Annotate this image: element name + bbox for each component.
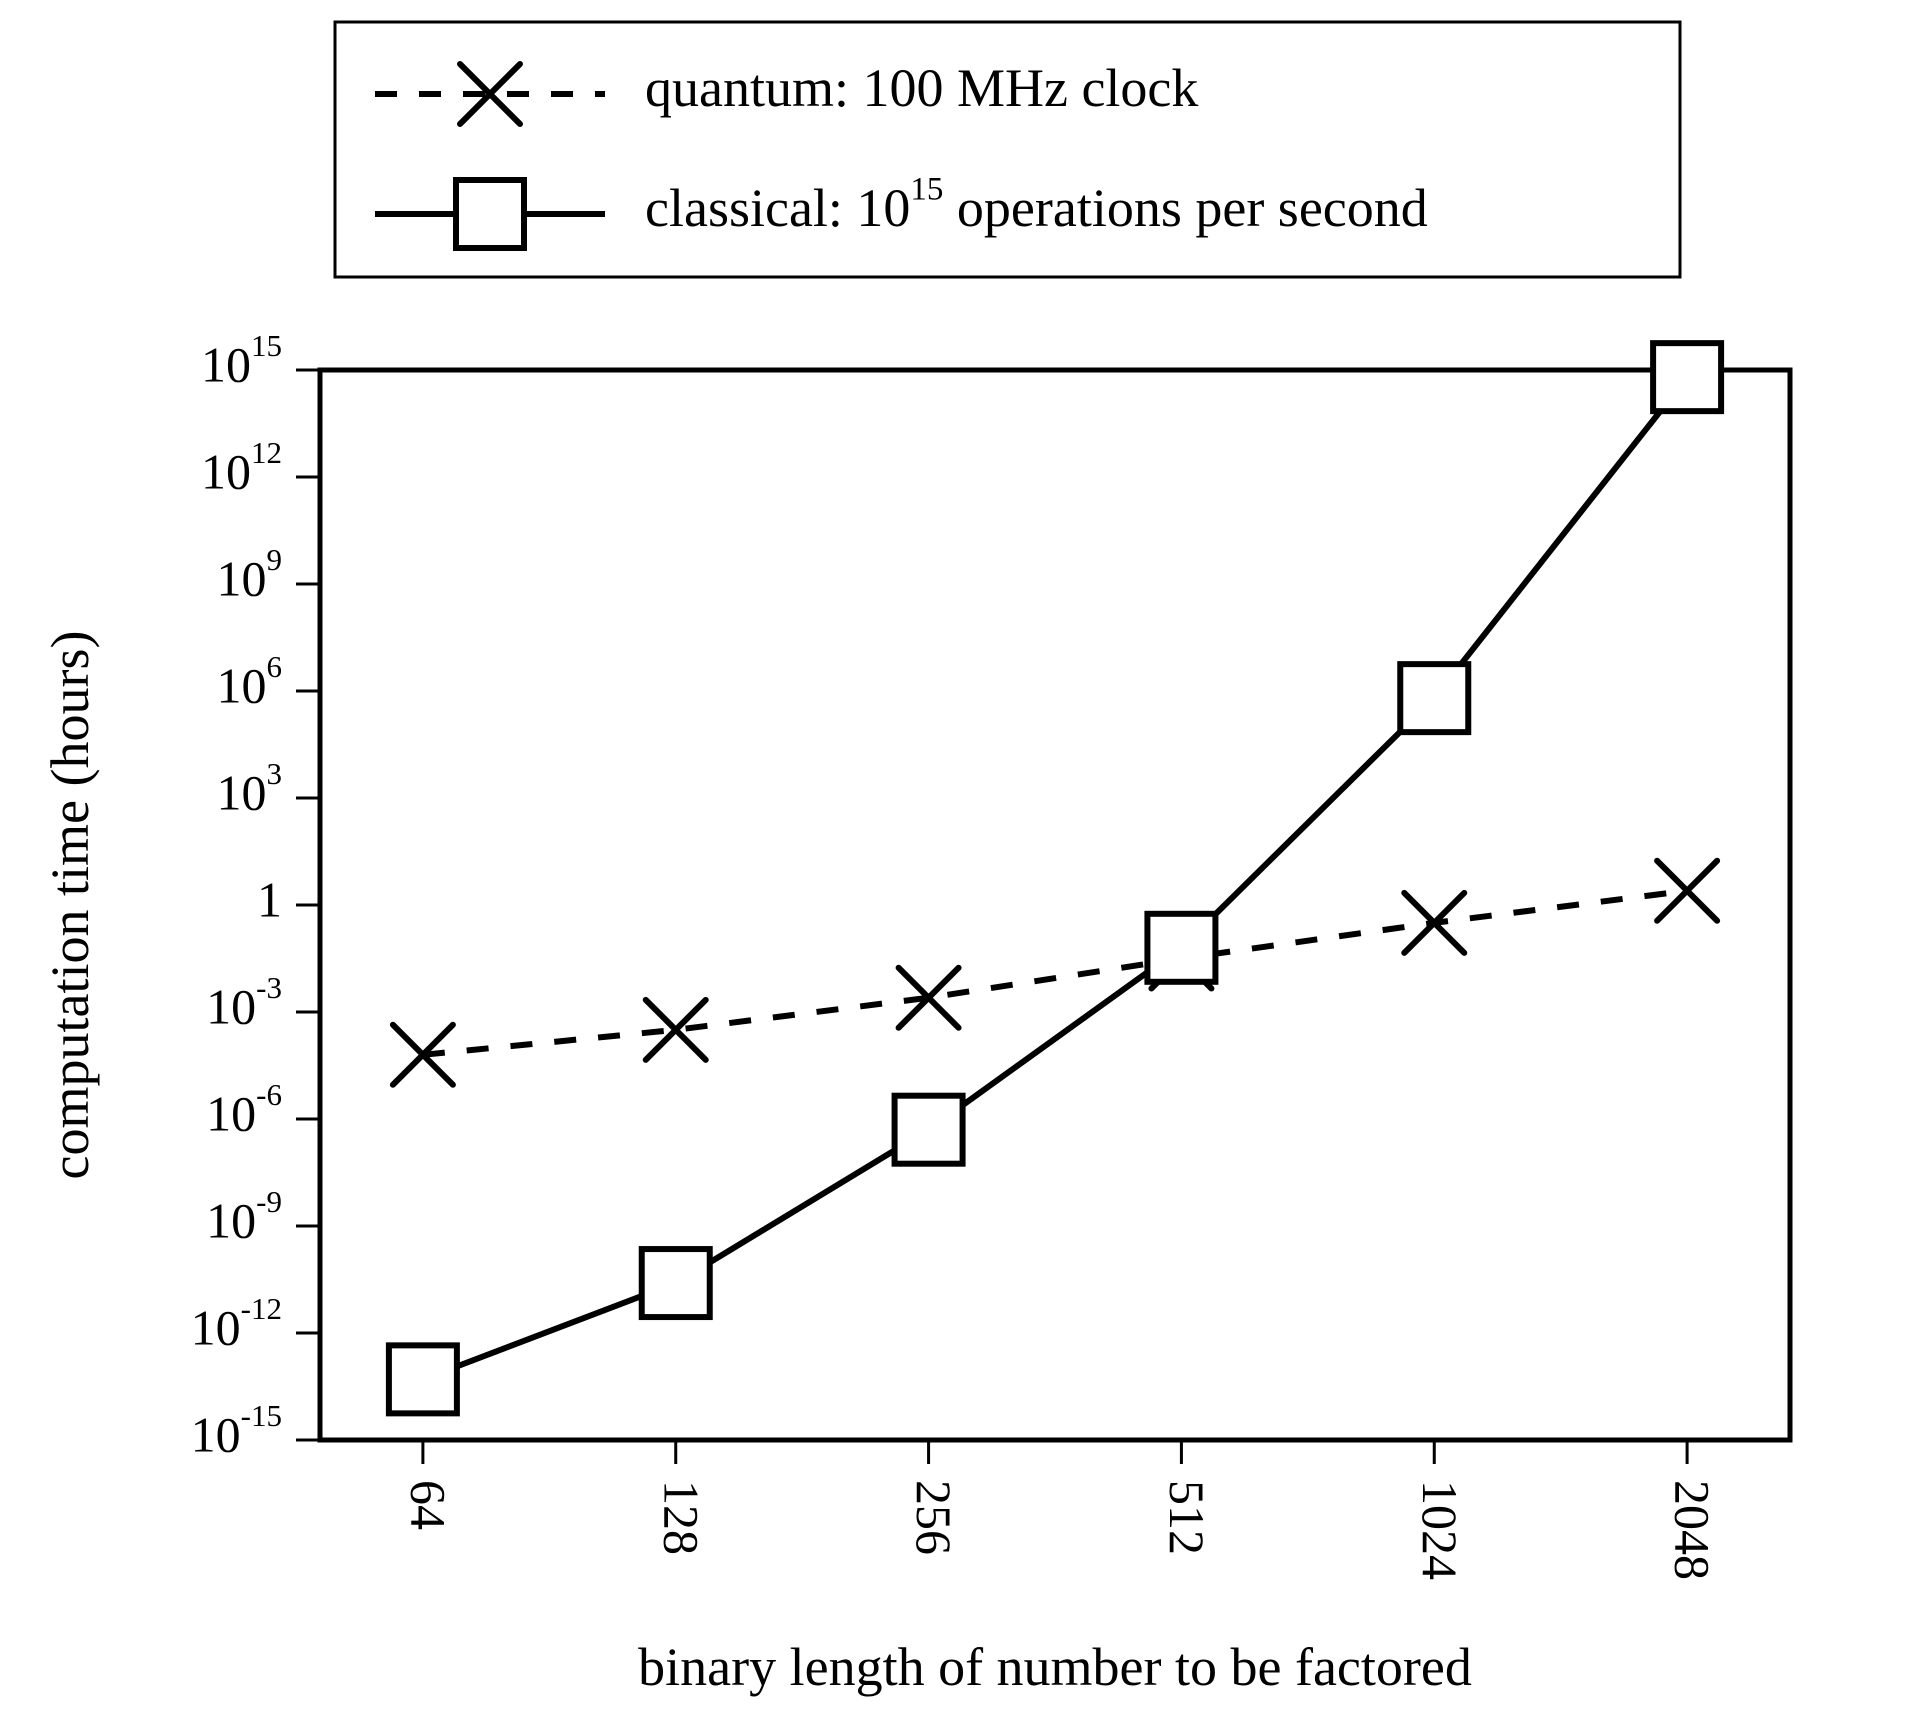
series-classical-marker bbox=[1653, 343, 1721, 411]
x-axis-label: binary length of number to be factored bbox=[638, 1637, 1472, 1697]
x-tick-label: 2048 bbox=[1665, 1480, 1721, 1580]
series-classical-marker bbox=[895, 1096, 963, 1164]
legend-label-quantum: quantum: 100 MHz clock bbox=[645, 58, 1198, 118]
series-classical-marker bbox=[1400, 664, 1468, 732]
series-classical-marker bbox=[389, 1345, 457, 1413]
series-classical-marker bbox=[642, 1249, 710, 1317]
chart-container: 10-1510-1210-910-610-3110310610910121015… bbox=[0, 0, 1920, 1719]
x-tick-label: 256 bbox=[906, 1480, 962, 1555]
series-classical-marker bbox=[1147, 914, 1215, 982]
y-tick-label: 1 bbox=[257, 871, 282, 927]
x-tick-label: 1024 bbox=[1412, 1480, 1468, 1580]
x-tick-label: 128 bbox=[653, 1480, 709, 1555]
y-axis-label: computation time (hours) bbox=[40, 631, 100, 1180]
x-tick-label: 512 bbox=[1159, 1480, 1215, 1555]
legend-label-classical: classical: 1015 operations per second bbox=[645, 171, 1428, 238]
chart-svg: 10-1510-1210-910-610-3110310610910121015… bbox=[0, 0, 1920, 1719]
x-tick-label: 64 bbox=[400, 1480, 456, 1530]
